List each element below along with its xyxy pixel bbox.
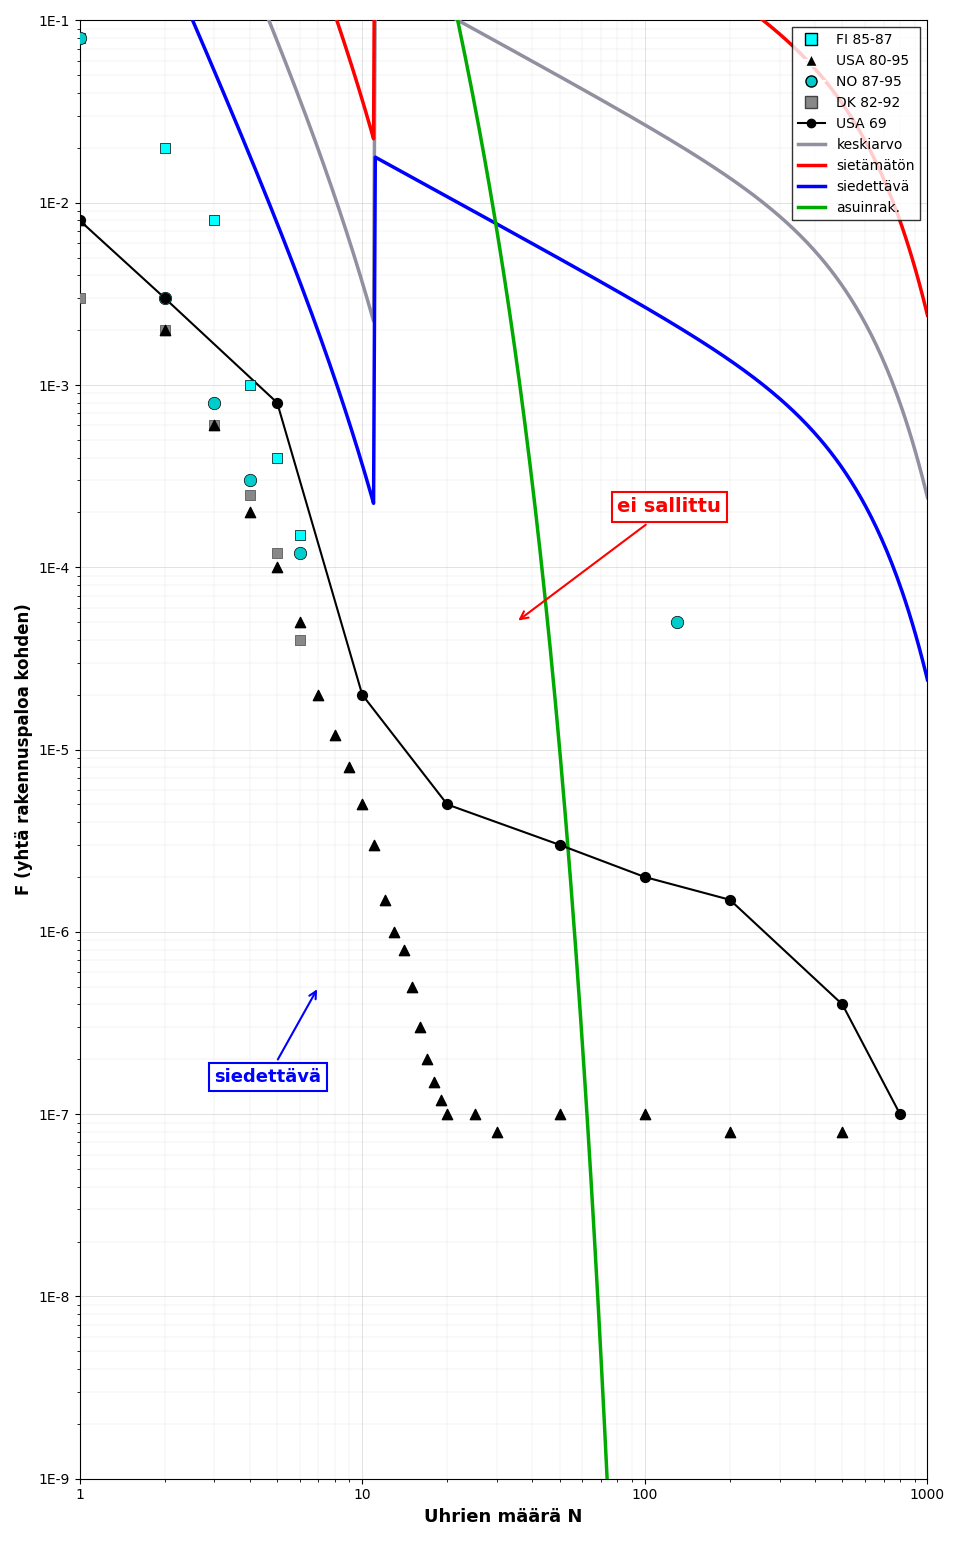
USA 69 bbox=[554, 835, 565, 854]
NO 87-95 bbox=[206, 390, 222, 415]
USA 69 bbox=[74, 211, 85, 230]
FI 85-87 bbox=[206, 208, 222, 233]
Line: USA 69: USA 69 bbox=[80, 220, 900, 1114]
DK 82-92 bbox=[292, 627, 307, 652]
DK 82-92 bbox=[242, 482, 257, 507]
USA 80-95 bbox=[404, 974, 420, 999]
Point bbox=[552, 832, 567, 857]
DK 82-92 bbox=[157, 317, 173, 342]
DK 82-92 bbox=[72, 285, 87, 310]
Point bbox=[157, 285, 173, 310]
Y-axis label: F (yhtä rakennuspaloa kohden): F (yhtä rakennuspaloa kohden) bbox=[15, 604, 33, 895]
USA 80-95 bbox=[72, 208, 87, 233]
Point bbox=[637, 865, 653, 889]
USA 80-95 bbox=[637, 1102, 653, 1126]
USA 80-95 bbox=[552, 1102, 567, 1126]
DK 82-92 bbox=[270, 541, 285, 566]
NO 87-95 bbox=[157, 285, 173, 310]
USA 80-95 bbox=[396, 937, 411, 962]
Point bbox=[270, 390, 285, 415]
Point bbox=[354, 683, 370, 707]
NO 87-95 bbox=[72, 26, 87, 51]
USA 80-95 bbox=[342, 755, 357, 780]
DK 82-92 bbox=[206, 413, 222, 438]
USA 80-95 bbox=[420, 1046, 435, 1071]
Point bbox=[834, 992, 850, 1017]
FI 85-87 bbox=[292, 522, 307, 547]
USA 80-95 bbox=[387, 920, 402, 945]
USA 80-95 bbox=[292, 610, 307, 635]
USA 80-95 bbox=[426, 1069, 442, 1094]
Text: siedettävä: siedettävä bbox=[214, 991, 322, 1086]
Point bbox=[440, 792, 455, 817]
USA 80-95 bbox=[722, 1119, 737, 1143]
USA 80-95 bbox=[490, 1119, 505, 1143]
USA 69 bbox=[639, 868, 651, 886]
USA 69 bbox=[356, 686, 368, 704]
X-axis label: Uhrien määrä N: Uhrien määrä N bbox=[424, 1509, 583, 1526]
USA 80-95 bbox=[433, 1088, 448, 1113]
NO 87-95 bbox=[242, 468, 257, 493]
USA 80-95 bbox=[270, 555, 285, 579]
USA 80-95 bbox=[354, 792, 370, 817]
USA 69 bbox=[159, 288, 171, 307]
USA 80-95 bbox=[834, 1119, 850, 1143]
USA 80-95 bbox=[377, 888, 393, 912]
NO 87-95 bbox=[292, 541, 307, 566]
USA 69 bbox=[442, 795, 453, 814]
USA 80-95 bbox=[467, 1102, 482, 1126]
USA 69 bbox=[272, 393, 283, 411]
USA 80-95 bbox=[327, 723, 343, 747]
USA 80-95 bbox=[157, 317, 173, 342]
NO 87-95 bbox=[669, 610, 684, 635]
FI 85-87 bbox=[242, 373, 257, 398]
USA 69 bbox=[724, 891, 735, 909]
USA 80-95 bbox=[311, 683, 326, 707]
USA 80-95 bbox=[412, 1016, 427, 1040]
USA 80-95 bbox=[440, 1102, 455, 1126]
Text: ei sallittu: ei sallittu bbox=[520, 498, 721, 619]
FI 85-87 bbox=[157, 136, 173, 160]
FI 85-87 bbox=[270, 445, 285, 470]
USA 80-95 bbox=[367, 832, 382, 857]
USA 80-95 bbox=[206, 413, 222, 438]
Point bbox=[72, 208, 87, 233]
Point bbox=[893, 1102, 908, 1126]
USA 69 bbox=[895, 1105, 906, 1123]
USA 80-95 bbox=[242, 501, 257, 525]
Point bbox=[722, 888, 737, 912]
FI 85-87 bbox=[72, 26, 87, 51]
USA 69 bbox=[836, 995, 848, 1014]
Legend: FI 85-87, USA 80-95, NO 87-95, DK 82-92, USA 69, keskiarvo, sietämätön, siedettä: FI 85-87, USA 80-95, NO 87-95, DK 82-92,… bbox=[792, 28, 921, 220]
